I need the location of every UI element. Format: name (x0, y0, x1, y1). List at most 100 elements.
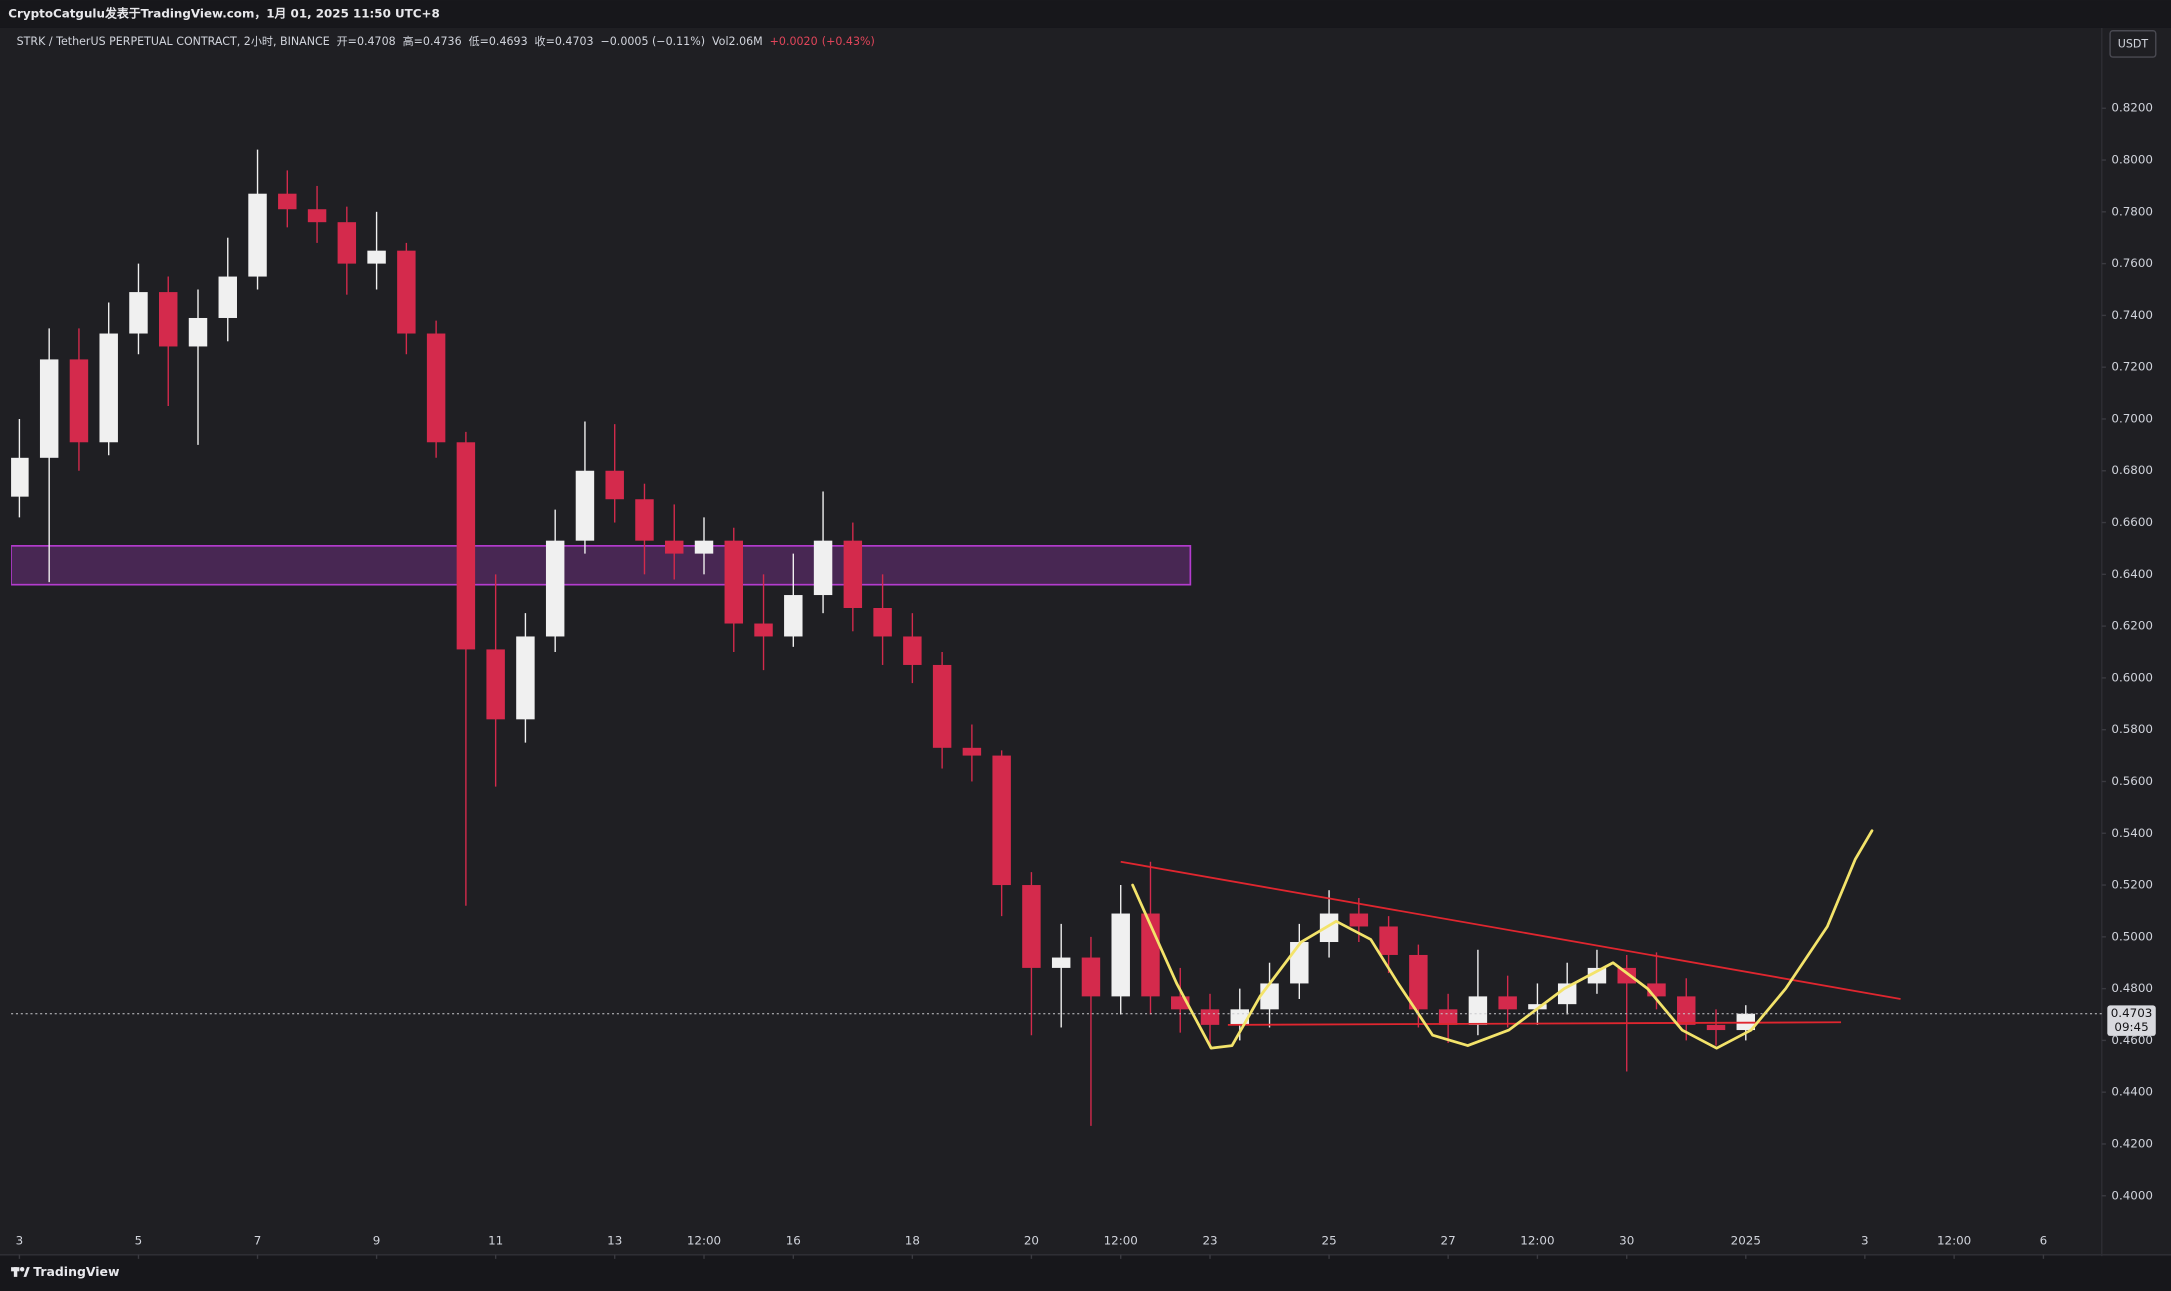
symbol-line: STRK / TetherUS PERPETUAL CONTRACT, 2小时,… (17, 34, 875, 48)
y-tick-label: 0.6800 (2111, 463, 2153, 477)
close: 收=0.4703 (535, 34, 594, 48)
brand: TradingView (33, 1264, 120, 1279)
x-tick-label: 12:00 (1937, 1233, 1971, 1247)
high: 高=0.4736 (403, 34, 462, 48)
candle-body (1438, 1009, 1458, 1025)
projection-curve (1131, 829, 1874, 1050)
bottom-bar (0, 1256, 2171, 1291)
candle-body (665, 540, 684, 554)
y-tick-label: 0.7600 (2111, 256, 2153, 270)
candle-body (1587, 967, 1607, 984)
candle-body (1230, 1009, 1250, 1025)
candle-body (11, 457, 29, 497)
x-tick-label: 30 (1619, 1233, 1634, 1247)
candle-body (248, 193, 267, 277)
y-tick-label: 0.7800 (2111, 204, 2153, 218)
candle-body (1409, 954, 1428, 1010)
author-line: CryptoCatgulu发表于TradingView.com，1月 01, 2… (8, 7, 439, 21)
candle-body (1081, 957, 1101, 997)
candle-body (456, 442, 476, 650)
y-tick-label: 0.7400 (2111, 308, 2153, 322)
candle-body (1617, 967, 1636, 984)
candle-body (367, 250, 386, 264)
y-tick-label: 0.6600 (2111, 515, 2153, 529)
volume-label: Vol (712, 35, 729, 48)
logo-dot (19, 1267, 25, 1272)
indicator-pct: (+0.43%) (822, 35, 875, 48)
x-tick-label: 27 (1441, 1233, 1456, 1247)
currency[interactable]: USDT (2118, 38, 2149, 51)
y-tick-label: 0.4200 (2111, 1136, 2153, 1150)
candle-body (1498, 996, 1517, 1010)
open: 开=0.4708 (337, 35, 396, 48)
candle-body (694, 540, 714, 554)
candle-body (1260, 983, 1279, 1010)
candle-body (1200, 1009, 1220, 1025)
candle-body (932, 664, 952, 748)
candle-body (397, 250, 416, 334)
indicator-change: +0.0020 (770, 35, 818, 48)
candle-body (724, 540, 743, 624)
candle-body (1528, 1004, 1547, 1010)
y-tick-label: 0.5000 (2111, 929, 2153, 943)
candle-body (278, 193, 297, 210)
x-tick-label: 20 (1024, 1233, 1039, 1247)
x-tick-label: 7 (254, 1233, 262, 1247)
candle-body (99, 333, 118, 443)
candle-body (575, 470, 595, 541)
candle-body (307, 209, 327, 223)
y-tick-label: 0.5200 (2111, 878, 2153, 892)
candle-body (1468, 996, 1488, 1025)
y-tick-label: 0.5400 (2111, 826, 2153, 840)
candle-body (1349, 913, 1369, 927)
y-tick-label: 0.4600 (2111, 1033, 2153, 1047)
logo-stem (13, 1267, 18, 1277)
candle-body (843, 540, 863, 608)
countdown: 09:45 (2114, 1020, 2148, 1034)
top-bar (0, 0, 2171, 28)
candle-body (1379, 926, 1398, 955)
candle-body (635, 499, 654, 541)
currency-button[interactable] (2109, 30, 2157, 58)
x-tick-label: 25 (1322, 1233, 1337, 1247)
x-tick-label: 16 (786, 1233, 801, 1247)
zone (11, 545, 1192, 586)
y-tick-label: 0.6400 (2111, 567, 2153, 581)
candle-body (426, 333, 446, 443)
x-tick-label: 3 (1861, 1233, 1869, 1247)
low: 低=0.4693 (469, 35, 528, 48)
candle-body (992, 755, 1011, 886)
candle-body (159, 292, 178, 347)
x-tick-label: 23 (1202, 1233, 1217, 1247)
candle-body (754, 623, 773, 637)
x-tick-label: 12:00 (1104, 1233, 1138, 1247)
y-tick-label: 0.7000 (2111, 411, 2153, 425)
x-tick-label: 18 (905, 1233, 920, 1247)
x-tick-label: 3 (16, 1233, 24, 1247)
candle-body (962, 747, 982, 756)
candle-body (903, 636, 922, 665)
candle-body (69, 359, 89, 443)
y-tick-label: 0.4800 (2111, 981, 2153, 995)
x-tick-label: 9 (373, 1233, 381, 1247)
volume: 2.06M (729, 35, 763, 48)
candle-body (545, 540, 565, 637)
candle-body (1111, 913, 1130, 997)
candle-body (39, 359, 59, 458)
candle-body (873, 607, 892, 637)
y-tick-label: 0.4000 (2111, 1188, 2153, 1202)
candle-body (605, 470, 624, 500)
last-price-box (2107, 1005, 2156, 1036)
logo-slash (23, 1267, 30, 1277)
candle-body (218, 276, 237, 318)
candle-body (1706, 1024, 1726, 1031)
candle-body (1051, 957, 1071, 968)
symbol: STRK / TetherUS PERPETUAL CONTRACT, 2小时,… (17, 35, 330, 48)
candle-body (1677, 996, 1696, 1025)
y-tick-label: 0.6000 (2111, 670, 2153, 684)
candle-body (1319, 913, 1339, 943)
x-tick-label: 6 (2040, 1233, 2048, 1247)
candle-body (486, 649, 505, 720)
y-tick-label: 0.4400 (2111, 1085, 2153, 1099)
